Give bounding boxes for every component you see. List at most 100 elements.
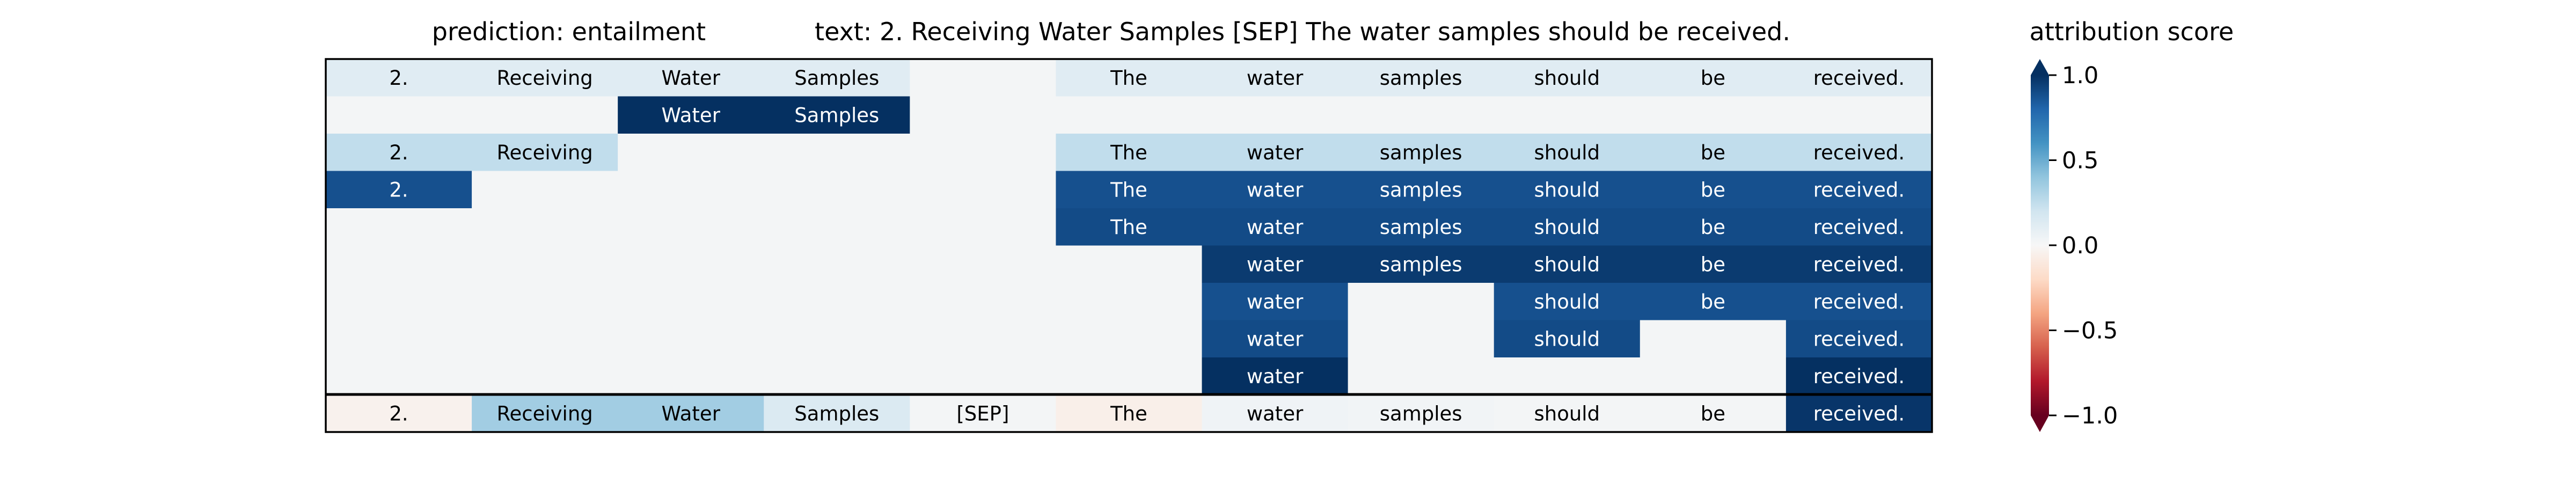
heatmap-cell — [1494, 134, 1641, 172]
cell-token-label: should — [1534, 67, 1600, 90]
heatmap-cell — [1494, 283, 1641, 321]
cell-token-label: Receiving — [496, 67, 592, 90]
heatmap-cell — [1785, 59, 1933, 97]
cell-token-label: should — [1534, 253, 1600, 276]
heatmap-cell — [1348, 96, 1495, 134]
attribution-cell — [326, 394, 472, 433]
heatmap-cell — [326, 283, 472, 321]
heatmap-cell — [1494, 59, 1641, 97]
cell-token-label: Samples — [794, 402, 879, 425]
heatmap-cell — [1202, 134, 1349, 172]
heatmap-cell — [1494, 357, 1641, 396]
heatmap-cell — [618, 320, 764, 358]
heatmap-cell — [1056, 320, 1203, 358]
cell-token-label: 2. — [389, 67, 408, 90]
cell-token-label: water — [1247, 402, 1304, 425]
heatmap-cell — [326, 59, 472, 97]
heatmap-cell — [1348, 134, 1495, 172]
attribution-cell — [1056, 394, 1203, 433]
heatmap-cell — [1348, 320, 1495, 358]
heatmap-cell — [1640, 171, 1787, 209]
heatmap-cell — [1785, 134, 1933, 172]
heatmap-cell — [910, 96, 1057, 134]
cell-token-label: water — [1247, 67, 1304, 90]
text-title: text: 2. Receiving Water Samples [SEP] T… — [815, 17, 1790, 46]
attribution-cell — [1202, 394, 1349, 433]
heatmap-cell — [1348, 171, 1495, 209]
heatmap-cell — [1056, 283, 1203, 321]
attribution-cell — [764, 394, 910, 433]
cell-token-label: The — [1110, 216, 1147, 239]
heatmap-cell — [764, 96, 910, 134]
heatmap-cell — [910, 134, 1057, 172]
heatmap-cell — [764, 134, 910, 172]
cell-token-label: water — [1247, 253, 1304, 276]
heatmap-cell — [472, 320, 618, 358]
heatmap-cell — [910, 208, 1057, 246]
heatmap-cell — [1785, 320, 1933, 358]
cell-token-label: samples — [1380, 216, 1462, 239]
heatmap-cell — [1202, 245, 1349, 283]
cell-token-label: 2. — [389, 141, 408, 164]
heatmap-cell — [764, 245, 910, 283]
heatmap-cell — [618, 59, 764, 97]
heatmap-cell — [326, 208, 472, 246]
cell-token-label: Receiving — [496, 141, 592, 164]
heatmap-cell — [1056, 357, 1203, 396]
heatmap-cell — [764, 59, 910, 97]
heatmap-cell — [326, 171, 472, 209]
cell-token-label: received. — [1813, 253, 1905, 276]
heatmap-cell — [472, 357, 618, 396]
heatmap-cell — [1640, 283, 1787, 321]
cell-token-label: 2. — [389, 402, 408, 425]
heatmap-cell — [764, 320, 910, 358]
heatmap-cell — [1056, 171, 1203, 209]
attribution-cell — [910, 394, 1057, 433]
cell-token-label: should — [1534, 141, 1600, 164]
heatmap-cell — [326, 134, 472, 172]
cell-token-label: received. — [1813, 327, 1905, 350]
cell-token-label: be — [1701, 178, 1725, 201]
colorbar-tick-label: −1.0 — [2062, 402, 2118, 429]
cell-token-label: Water — [662, 402, 721, 425]
colorbar-bottom-arrow — [2031, 415, 2049, 432]
heatmap-cell — [1785, 357, 1933, 396]
attribution-cell — [1785, 394, 1933, 433]
cell-token-label: received. — [1813, 178, 1905, 201]
cell-token-label: water — [1247, 216, 1304, 239]
colorbar-tick-label: −0.5 — [2062, 318, 2118, 345]
heatmap-cell — [910, 171, 1057, 209]
heatmap-cell — [1202, 59, 1349, 97]
cell-token-label: be — [1701, 253, 1725, 276]
heatmap-cell — [1640, 208, 1787, 246]
colorbar-gradient — [2031, 75, 2049, 415]
heatmap-cell — [618, 208, 764, 246]
heatmap-cell — [472, 134, 618, 172]
heatmap-cell — [1056, 245, 1203, 283]
heatmap-cell — [1785, 171, 1933, 209]
heatmap-cell — [1640, 134, 1787, 172]
cell-token-label: should — [1534, 402, 1600, 425]
cell-token-label: The — [1110, 67, 1147, 90]
attribution-cell — [618, 394, 764, 433]
heatmap-cell — [1494, 96, 1641, 134]
heatmap-cell — [1785, 96, 1933, 134]
heatmap-cell — [1056, 59, 1203, 97]
heatmap-cell — [1348, 357, 1495, 396]
heatmap-cell — [472, 96, 618, 134]
cell-token-label: be — [1701, 141, 1725, 164]
heatmap-cell — [1640, 96, 1787, 134]
heatmap-cell — [618, 134, 764, 172]
heatmap-cell — [618, 245, 764, 283]
heatmap-cell — [1348, 208, 1495, 246]
heatmap-cell — [1494, 245, 1641, 283]
cell-token-label: [SEP] — [956, 402, 1009, 425]
cell-token-label: water — [1247, 141, 1304, 164]
colorbar-label: attribution score — [2030, 17, 2234, 46]
colorbar: 1.0 0.5 0.0 −0.5 −1.0 — [2031, 59, 2118, 432]
heatmap-cell — [1640, 245, 1787, 283]
attribution-cell — [472, 394, 618, 433]
heatmap-cell — [910, 357, 1057, 396]
colorbar-top-arrow — [2031, 59, 2049, 75]
